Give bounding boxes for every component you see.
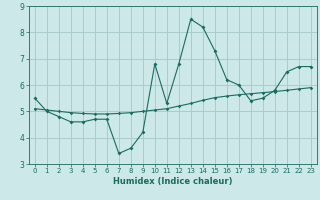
X-axis label: Humidex (Indice chaleur): Humidex (Indice chaleur) — [113, 177, 233, 186]
